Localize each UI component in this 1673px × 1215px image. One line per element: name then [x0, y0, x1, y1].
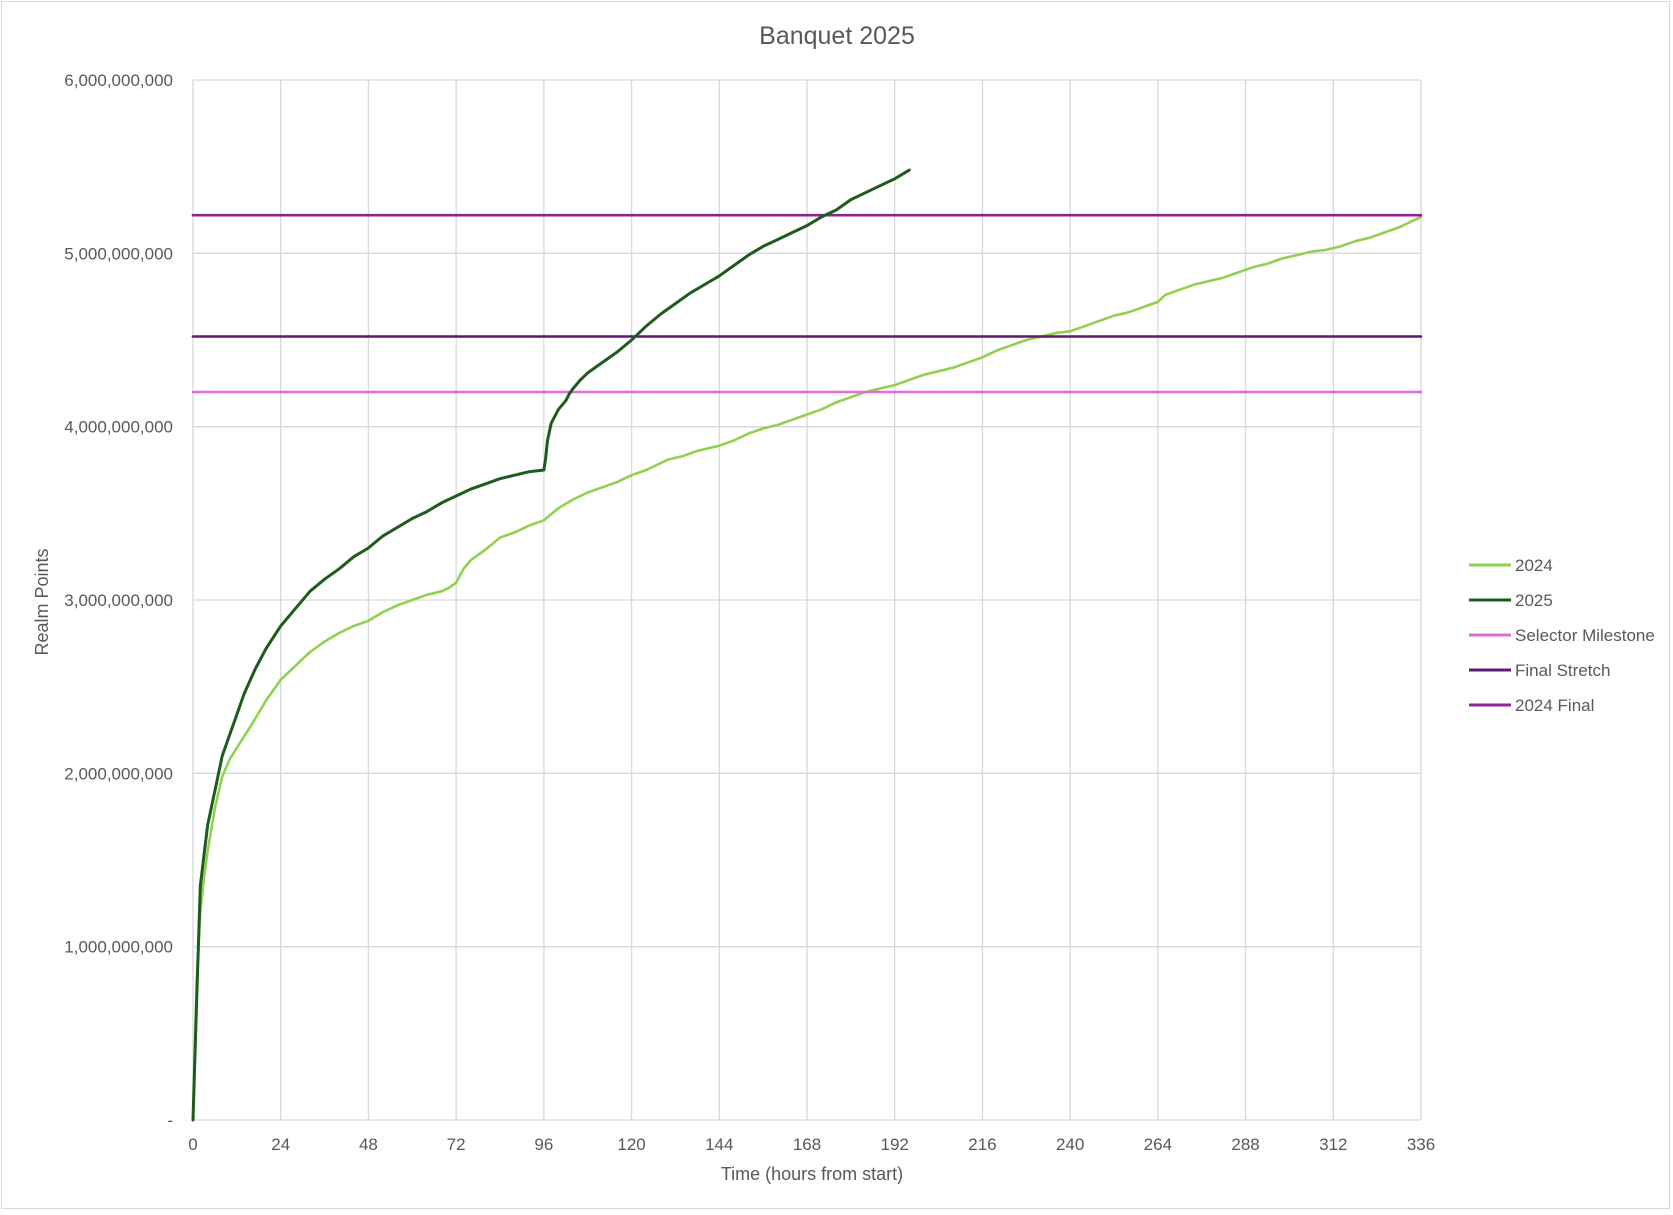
x-tick-label: 0	[188, 1135, 197, 1154]
y-tick-label: 6,000,000,000	[64, 71, 173, 90]
x-tick-label: 144	[705, 1135, 733, 1154]
x-axis-label: Time (hours from start)	[721, 1164, 903, 1184]
y-tick-label: -	[167, 1111, 173, 1130]
gridlines	[192, 79, 1422, 1121]
x-tick-label: 240	[1056, 1135, 1084, 1154]
y-tick-label: 3,000,000,000	[64, 591, 173, 610]
y-tick-label: 4,000,000,000	[64, 418, 173, 437]
x-tick-label: 288	[1231, 1135, 1259, 1154]
y-tick-labels: - 1,000,000,000 2,000,000,000 3,000,000,000…	[64, 71, 173, 1130]
x-tick-label: 48	[359, 1135, 378, 1154]
x-tick-labels: 0 24 48 72 96 120 144 168 192 216 240 264 288 312 336	[188, 1135, 1435, 1154]
legend-label: 2025	[1515, 591, 1553, 610]
x-tick-label: 312	[1319, 1135, 1347, 1154]
x-tick-label: 168	[793, 1135, 821, 1154]
series-line-2024	[191, 215, 1423, 1122]
chart-title: Banquet 2025	[759, 22, 915, 50]
x-tick-label: 72	[447, 1135, 466, 1154]
x-tick-label: 192	[881, 1135, 909, 1154]
y-axis-label: Realm Points	[32, 548, 52, 655]
legend-label: 2024	[1515, 556, 1553, 575]
legend-label: 2024 Final	[1515, 696, 1594, 715]
legend-label: Final Stretch	[1515, 661, 1610, 680]
x-tick-label: 336	[1407, 1135, 1435, 1154]
series-line-2025	[191, 168, 911, 1122]
x-tick-label: 24	[271, 1135, 290, 1154]
y-tick-label: 5,000,000,000	[64, 244, 173, 263]
legend: 2024 2025 Selector Milestone Final Stretch 2…	[1469, 556, 1655, 715]
x-tick-label: 96	[534, 1135, 553, 1154]
y-tick-label: 1,000,000,000	[64, 938, 173, 957]
y-tick-label: 2,000,000,000	[64, 764, 173, 783]
x-tick-label: 216	[968, 1135, 996, 1154]
legend-label: Selector Milestone	[1515, 626, 1655, 645]
x-tick-label: 264	[1144, 1135, 1172, 1154]
x-tick-label: 120	[617, 1135, 645, 1154]
series-lines	[191, 168, 1423, 1122]
